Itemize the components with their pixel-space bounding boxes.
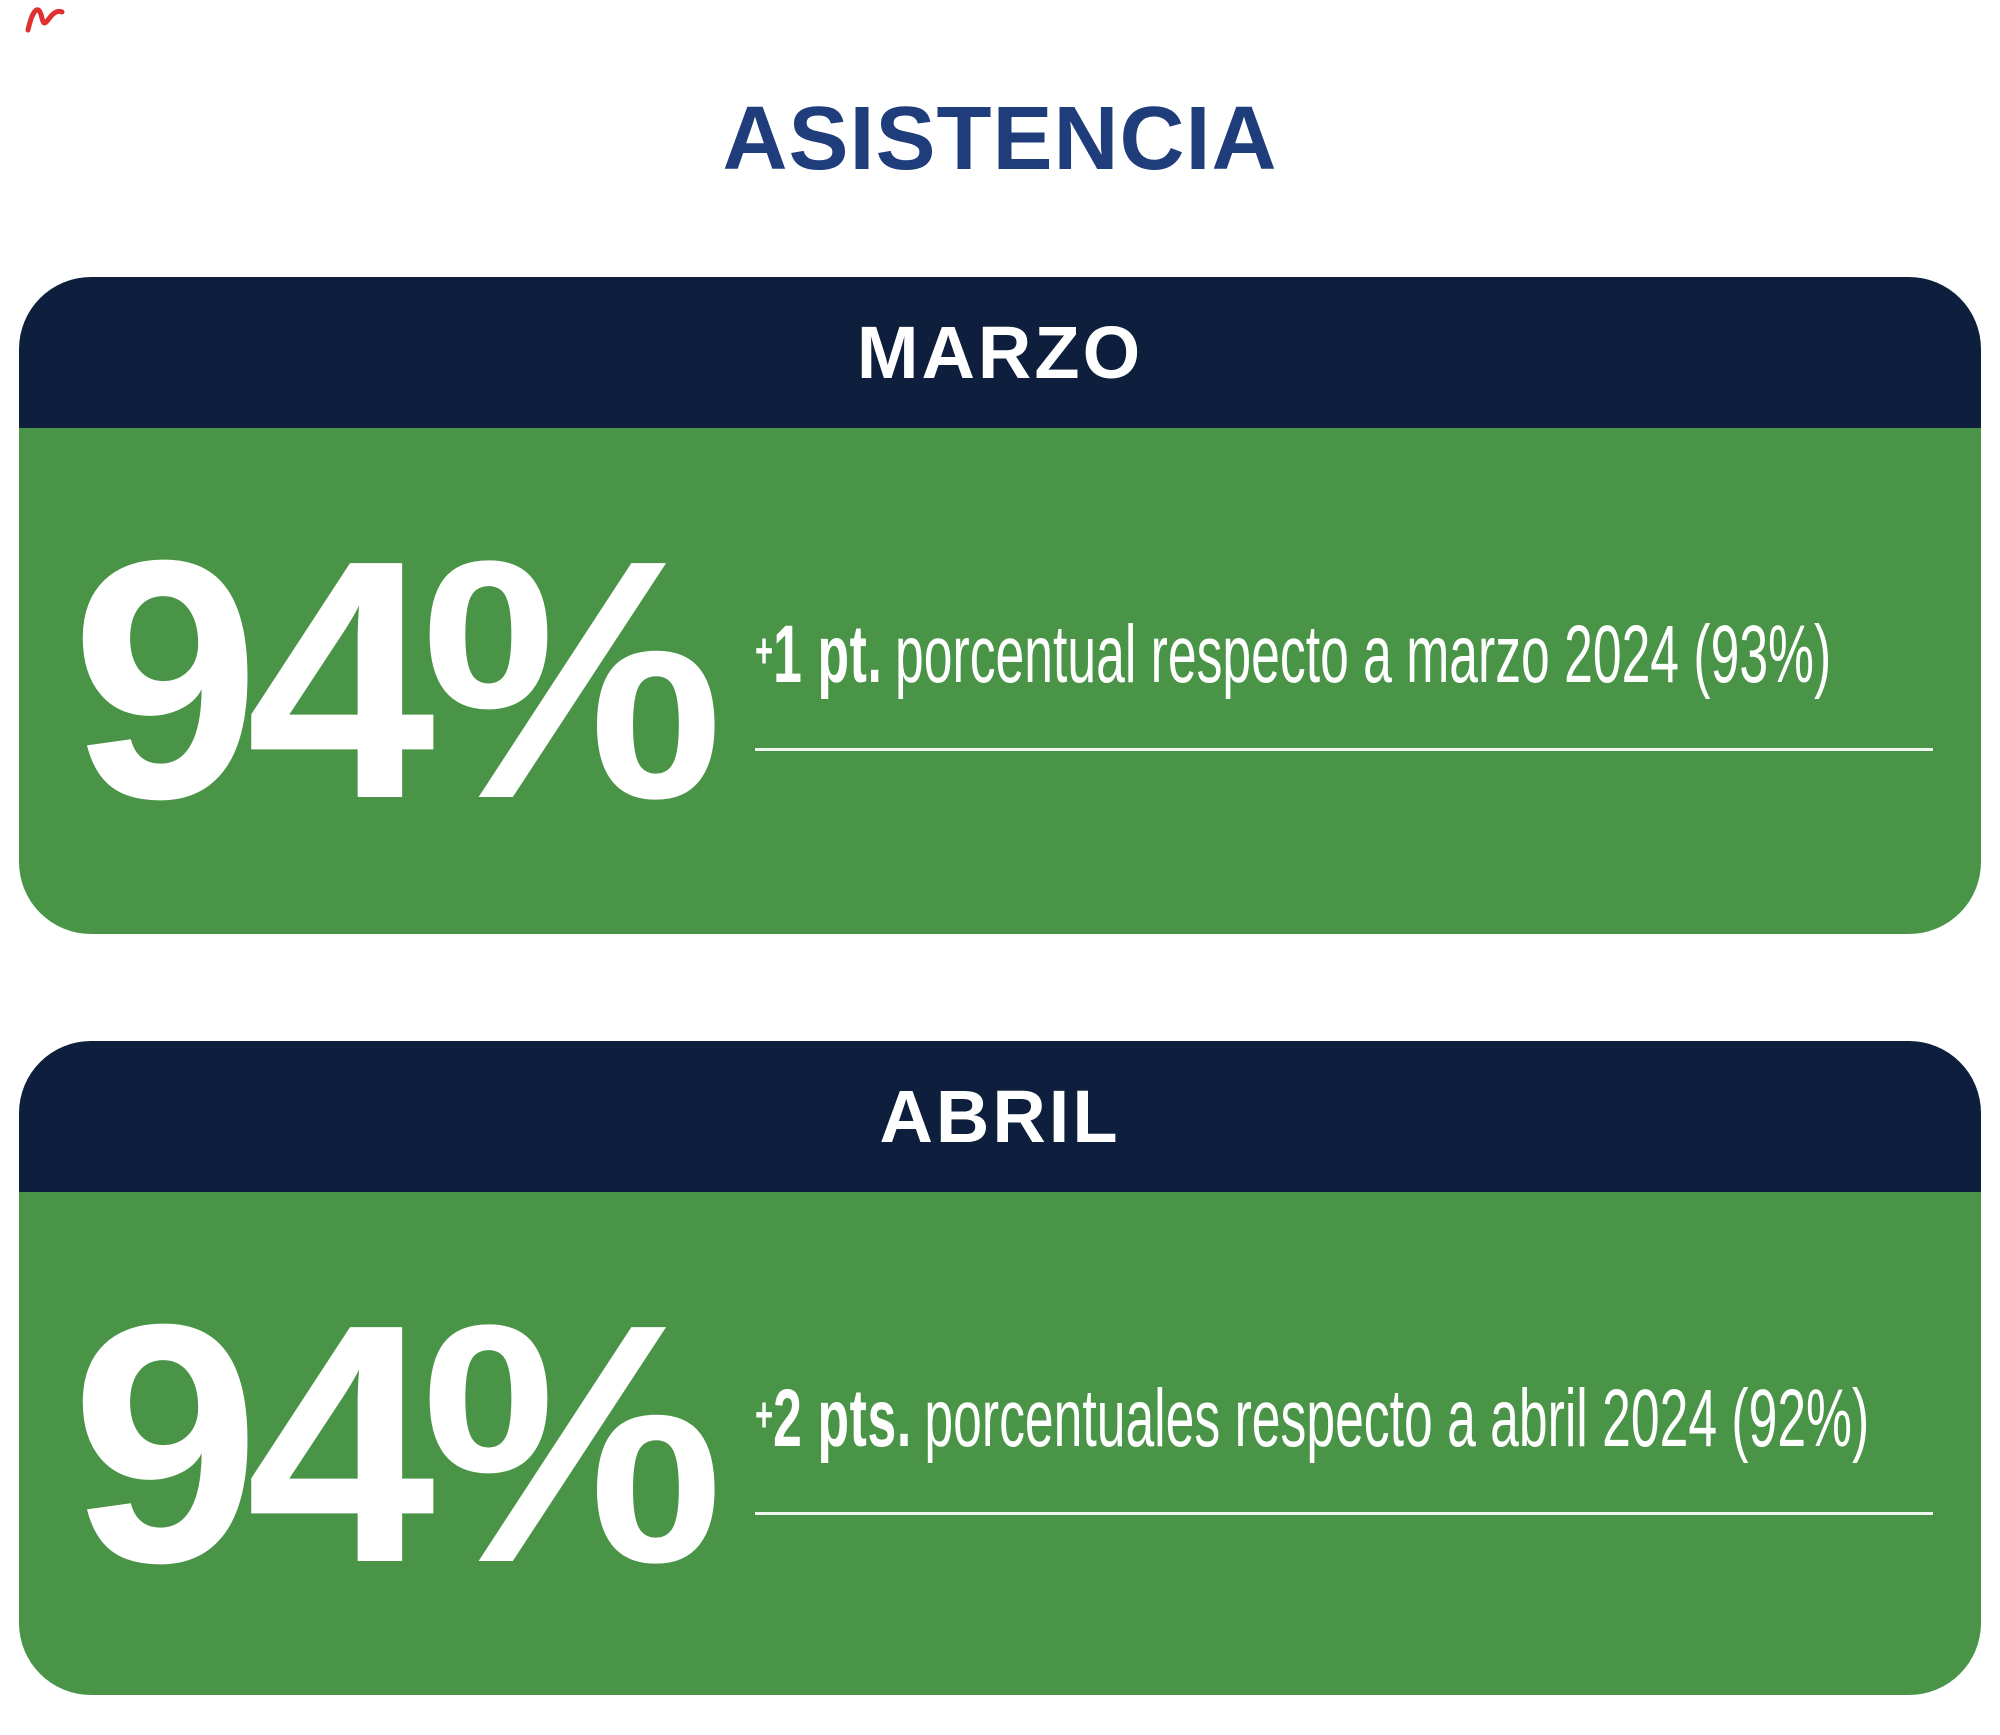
card-marzo-percentage: 94% [71,490,723,870]
card-marzo: MARZO 94% +1 pt. porcentual respecto a ma… [19,277,1981,934]
card-abril: ABRIL 94% +2 pts. porcentuales respecto a… [19,1041,1981,1695]
card-abril-divider [755,1512,1933,1515]
card-marzo-header: MARZO [19,277,1981,428]
card-abril-delta: +2 pts. [755,1373,912,1464]
card-marzo-description: porcentual respecto a marzo 2024 (93%) [895,609,1832,700]
card-abril-percentage: 94% [71,1254,723,1634]
card-marzo-month-label: MARZO [856,311,1144,394]
card-marzo-divider [755,748,1933,751]
card-abril-header: ABRIL [19,1041,1981,1192]
plus-sign: + [755,623,774,679]
card-abril-delta-value: 2 pts. [773,1373,912,1464]
page-title: ASISTENCIA [722,89,1278,189]
card-abril-info: +2 pts. porcentuales respecto a abril 202… [755,1373,1869,1464]
card-marzo-delta: +1 pt. [755,609,882,700]
card-marzo-info: +1 pt. porcentual respecto a marzo 2024 (… [755,609,1831,700]
card-marzo-delta-value: 1 pt. [773,609,883,700]
card-abril-description: porcentuales respecto a abril 2024 (92%) [924,1373,1870,1464]
card-marzo-body: 94% +1 pt. porcentual respecto a marzo 20… [19,428,1981,934]
red-scribble-icon [25,7,65,33]
card-abril-body: 94% +2 pts. porcentuales respecto a abril… [19,1192,1981,1695]
card-abril-month-label: ABRIL [879,1075,1121,1158]
plus-sign: + [755,1387,774,1443]
